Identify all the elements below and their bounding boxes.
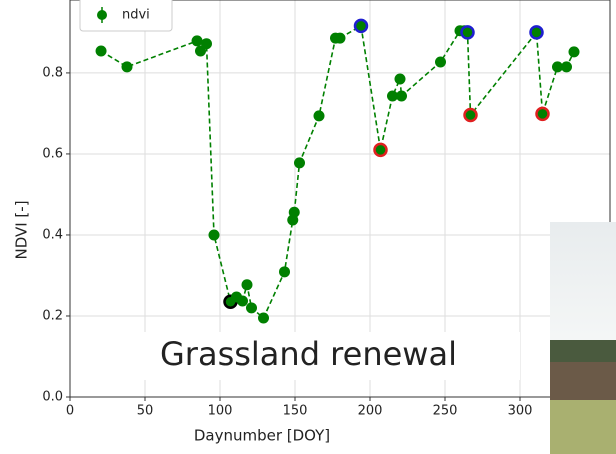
x-tick-label: 0	[66, 404, 74, 419]
data-point	[201, 38, 212, 50]
legend-label: ndvi	[122, 8, 150, 23]
annotation-background	[140, 332, 520, 380]
data-point	[387, 90, 398, 102]
data-point	[191, 35, 203, 47]
data-point	[435, 56, 446, 68]
data-point	[95, 45, 107, 57]
data-point	[529, 25, 544, 40]
legend-marker	[97, 10, 107, 20]
x-tick-label: 200	[358, 404, 383, 419]
plot-area: 0.0 0.2 0.4 0.6 0.8 0 50 100 150 200 250 300	[42, 0, 611, 419]
data-point	[121, 61, 133, 73]
data-point	[313, 110, 325, 122]
y-tick-label: 0.4	[42, 227, 63, 242]
x-tick-label: 150	[283, 404, 308, 419]
data-point	[258, 312, 269, 324]
series-line	[100, 24, 575, 320]
data-point	[396, 90, 407, 102]
data-point	[552, 61, 563, 73]
x-axis-label: Daynumber [DOY]	[194, 427, 330, 445]
data-point	[353, 18, 369, 34]
photo-soil	[550, 362, 616, 402]
y-axis-label: NDVI [-]	[13, 200, 31, 259]
data-point	[195, 45, 206, 57]
data-point	[394, 73, 406, 85]
data-point	[568, 46, 580, 58]
photo-trees	[550, 340, 616, 365]
x-tick-label: 50	[137, 404, 154, 419]
photo-grass	[550, 400, 616, 454]
y-tick-label: 0.6	[42, 146, 63, 161]
data-point	[246, 302, 257, 314]
data-point	[334, 32, 346, 44]
photo	[550, 222, 616, 454]
y-tick-label: 0.2	[42, 308, 63, 323]
data-point	[237, 295, 248, 307]
y-tick-label: 0.0	[42, 390, 63, 405]
data-point	[463, 107, 478, 123]
data-point	[241, 279, 253, 291]
data-point	[535, 106, 550, 122]
data-point	[373, 142, 388, 158]
x-tick-label: 100	[208, 404, 233, 419]
data-point	[460, 25, 475, 40]
data-point	[561, 61, 572, 73]
x-tick-label: 300	[508, 404, 533, 419]
y-tick-label: 0.8	[42, 65, 63, 80]
data-point	[288, 206, 300, 218]
data-point	[294, 157, 305, 169]
annotation: Grassland renewal	[160, 335, 457, 373]
data-point	[208, 229, 220, 241]
x-tick-label: 250	[433, 404, 458, 419]
legend: ndvi	[79, 0, 173, 32]
axes-frame	[69, 0, 611, 398]
legend-box	[79, 0, 173, 32]
data-point	[279, 266, 290, 278]
